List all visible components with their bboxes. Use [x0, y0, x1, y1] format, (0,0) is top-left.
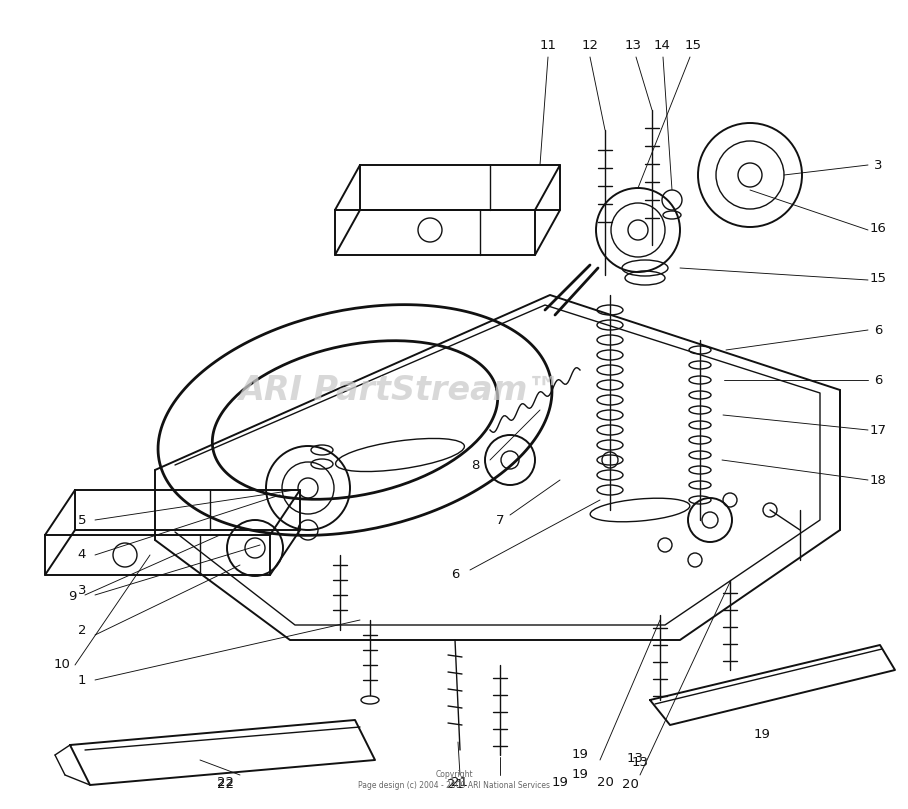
Text: 10: 10 — [54, 659, 71, 671]
Text: 20: 20 — [597, 776, 614, 789]
Text: 9: 9 — [68, 591, 76, 604]
Text: 22: 22 — [216, 776, 233, 789]
Text: 19: 19 — [754, 728, 770, 742]
Text: 13: 13 — [631, 756, 648, 769]
Text: 15: 15 — [870, 272, 886, 285]
Text: 6: 6 — [450, 569, 459, 582]
Text: Copyright
Page design (c) 2004 - 2009 ARI National Services: Copyright Page design (c) 2004 - 2009 AR… — [358, 770, 550, 790]
Text: 11: 11 — [539, 39, 557, 52]
Text: 2: 2 — [78, 624, 86, 637]
Text: 1: 1 — [78, 674, 86, 687]
Text: 19: 19 — [571, 769, 588, 781]
Text: 15: 15 — [685, 39, 702, 52]
Text: 7: 7 — [496, 514, 504, 527]
Text: 8: 8 — [471, 459, 479, 472]
Text: 4: 4 — [78, 549, 86, 561]
Text: 13: 13 — [625, 39, 641, 52]
Text: 14: 14 — [654, 39, 670, 52]
Text: 21: 21 — [451, 776, 469, 789]
Text: 13: 13 — [627, 752, 644, 765]
Text: 16: 16 — [870, 222, 886, 235]
Text: ARI PartStream™: ARI PartStream™ — [239, 374, 561, 406]
Text: 19: 19 — [571, 748, 588, 761]
Text: 17: 17 — [870, 423, 886, 437]
Text: 6: 6 — [873, 374, 883, 387]
Text: 12: 12 — [581, 39, 598, 52]
Text: 6: 6 — [873, 324, 883, 337]
Text: 5: 5 — [78, 514, 86, 527]
Text: 22: 22 — [216, 778, 233, 791]
Text: 18: 18 — [870, 473, 886, 486]
Text: 3: 3 — [78, 583, 86, 596]
Text: 21: 21 — [447, 778, 463, 791]
Text: 19: 19 — [551, 776, 568, 789]
Text: 3: 3 — [873, 159, 883, 172]
Text: 20: 20 — [622, 778, 638, 791]
